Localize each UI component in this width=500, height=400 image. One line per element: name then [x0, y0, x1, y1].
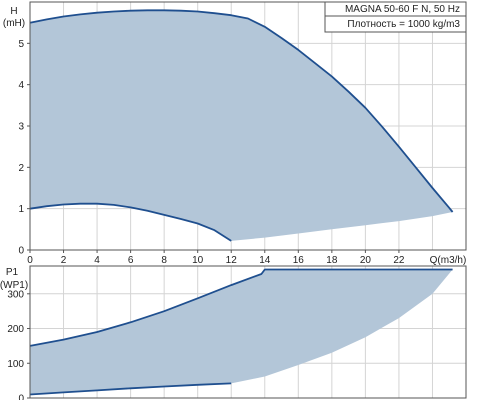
legend-density: Плотность = 1000 kg/m3: [347, 19, 460, 30]
head-chart-x-ticks: 0 2 4 6 8 10 12 14 16 18 20 22: [27, 250, 405, 266]
power-chart-y-ticks: 0 100 200 300: [7, 289, 30, 400]
head-x-tick-label-3: 6: [128, 255, 134, 266]
head-y-tick-label-1: 1: [18, 204, 24, 215]
power-chart: 0 100 200 300 P1 (WP1): [0, 265, 467, 400]
head-x-tick-label-4: 8: [161, 255, 167, 266]
power-chart-lines: [29, 268, 453, 396]
head-x-tick-label-5: 10: [192, 255, 204, 266]
legend: MAGNA 50-60 F N, 50 Hz Плотность = 1000 …: [324, 1, 467, 33]
head-x-tick-label-0: 0: [27, 255, 33, 266]
power-min-curve: [29, 382, 232, 396]
head-x-tick-label-1: 2: [61, 255, 67, 266]
head-y-tick-label-0: 0: [18, 246, 24, 257]
power-y-label-line2: (WP1): [0, 280, 28, 291]
head-max-curve: [29, 9, 454, 213]
head-min-curve: [29, 202, 232, 242]
head-x-label: Q(m3/h): [430, 255, 467, 266]
head-chart-lines: [29, 9, 454, 242]
legend-box: [324, 1, 467, 33]
power-y-tick-label-1: 100: [7, 359, 24, 370]
head-operating-area: [30, 10, 453, 241]
power-y-label-line1: P1: [6, 267, 19, 278]
power-y-tick-label-0: 0: [18, 394, 24, 400]
legend-model: MAGNA 50-60 F N, 50 Hz: [345, 4, 460, 15]
head-x-tick-label-11: 22: [393, 255, 405, 266]
power-chart-frame: [29, 265, 467, 399]
head-y-label-line1: H: [10, 6, 17, 17]
power-operating-area: [30, 269, 453, 395]
head-chart-y-ticks: 0 1 2 3 4 5: [18, 39, 30, 257]
power-max-curve: [29, 268, 453, 347]
head-x-tick-label-10: 20: [360, 255, 372, 266]
power-chart-area: [30, 269, 453, 395]
head-y-tick-label-5: 5: [18, 39, 24, 50]
head-y-label-line2: (mH): [3, 18, 25, 29]
head-x-tick-label-7: 14: [259, 255, 271, 266]
head-x-tick-label-8: 16: [293, 255, 305, 266]
head-y-tick-label-3: 3: [18, 122, 24, 133]
head-y-tick-label-4: 4: [18, 80, 24, 91]
head-x-tick-label-9: 18: [326, 255, 338, 266]
power-y-tick-label-3: 300: [7, 289, 24, 300]
head-chart-area: [30, 10, 453, 241]
head-y-tick-label-2: 2: [18, 163, 24, 174]
power-y-tick-label-2: 200: [7, 324, 24, 335]
head-x-tick-label-6: 12: [226, 255, 238, 266]
head-x-tick-label-2: 4: [94, 255, 100, 266]
